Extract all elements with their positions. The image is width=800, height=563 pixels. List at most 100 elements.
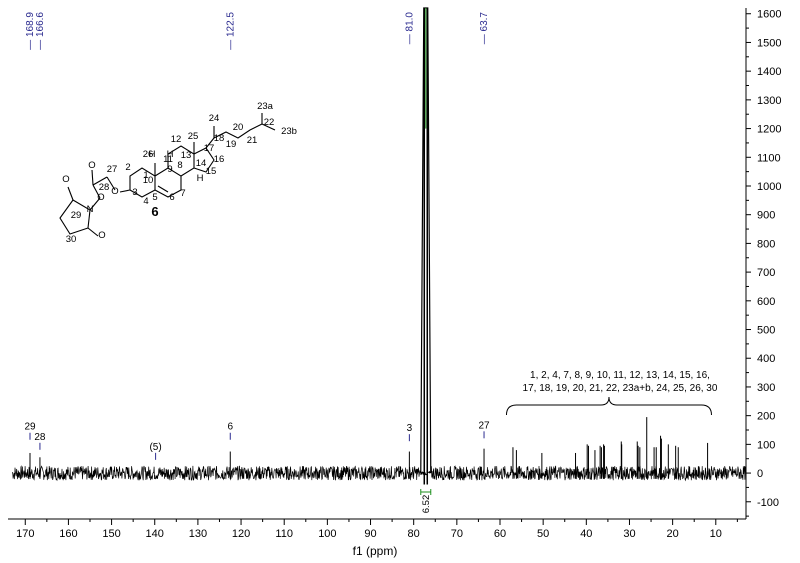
x-tick-label: 170 bbox=[16, 528, 34, 540]
structure-atom-label: 26 bbox=[143, 149, 154, 160]
structure-atom-label: 16 bbox=[214, 154, 225, 165]
peaks bbox=[29, 417, 709, 479]
carbonyl-30 bbox=[87, 227, 99, 237]
structure-atom-label: 10 bbox=[143, 175, 154, 186]
peak-value-label: — 81.0 bbox=[404, 12, 415, 45]
peak-value-label: — 122.5 bbox=[225, 12, 236, 50]
structure-atom-label: 14 bbox=[196, 158, 207, 169]
y-tick-label: 100 bbox=[757, 439, 775, 451]
y-tick-label: 1400 bbox=[757, 66, 781, 78]
assignment-label: 28 bbox=[34, 432, 46, 443]
assignment-bracket bbox=[505, 396, 712, 416]
integral-label: 6.52 bbox=[421, 495, 432, 514]
structure-atom-label: 5 bbox=[152, 192, 157, 203]
structure-atom-label: 11 bbox=[163, 154, 173, 165]
x-tick-label: 110 bbox=[275, 528, 293, 540]
x-tick-label: 150 bbox=[102, 528, 120, 540]
y-ticks: -100 0 100 200 300 400 500 600 700 800 900 1000 1100… bbox=[746, 9, 781, 517]
o-c28-bond bbox=[92, 184, 101, 199]
x-tick-label: 30 bbox=[623, 528, 635, 540]
x-tick-label: 90 bbox=[364, 528, 376, 540]
solvent-peak bbox=[420, 7, 432, 485]
structure-atom-label: H bbox=[167, 149, 174, 160]
structure-atom-label: 8 bbox=[177, 160, 182, 171]
y-tick-label: -100 bbox=[757, 497, 779, 509]
structure-atom-label: 4 bbox=[143, 196, 148, 207]
y-tick-label: 1100 bbox=[757, 152, 781, 164]
x-tick-label: 10 bbox=[710, 528, 722, 540]
structure-atom-label: 6 bbox=[169, 192, 174, 203]
x-tick-label: 70 bbox=[451, 528, 463, 540]
peak-value-label: — 166.6 bbox=[35, 12, 46, 50]
y-tick-label: 1000 bbox=[757, 181, 781, 193]
structure-atom-label: O bbox=[97, 192, 104, 203]
structure-atom-label: 12 bbox=[171, 134, 182, 145]
y-tick-label: 900 bbox=[757, 210, 775, 222]
x-tick-label: 120 bbox=[232, 528, 250, 540]
y-tick-label: 600 bbox=[757, 296, 775, 308]
axes bbox=[8, 8, 747, 520]
x-tick-label: 140 bbox=[146, 528, 164, 540]
y-tick-label: 500 bbox=[757, 325, 775, 337]
x-tick-label: 80 bbox=[408, 528, 420, 540]
assignment-label: 27 bbox=[478, 420, 490, 431]
structure-atom-label: 17 bbox=[204, 143, 215, 154]
c27-o bbox=[106, 176, 116, 191]
x-tick-label: 130 bbox=[189, 528, 207, 540]
succinimide-ring bbox=[59, 199, 91, 235]
x-tick-label: 100 bbox=[318, 528, 336, 540]
structure-atom-label: 21 bbox=[247, 135, 258, 146]
c28-c27 bbox=[92, 176, 108, 186]
structure-atom-label: 7 bbox=[180, 188, 185, 199]
structure-atom-label: 3 bbox=[132, 187, 137, 198]
n-o-bond bbox=[89, 197, 101, 211]
y-tick-label: 700 bbox=[757, 267, 775, 279]
structure-atom-label: 9 bbox=[167, 164, 172, 175]
group-note-line2: 17, 18, 19, 20, 21, 22, 23a+b, 24, 25, 2… bbox=[523, 383, 718, 394]
structure-atom-label: N bbox=[87, 204, 94, 215]
assignment-label: 29 bbox=[24, 422, 36, 433]
structure-atom-label: O bbox=[111, 186, 118, 197]
structure-atom-label: 29 bbox=[71, 210, 82, 221]
c28-o-double bbox=[91, 169, 94, 186]
structure-atom-label: 28 bbox=[99, 182, 110, 193]
y-tick-label: 1600 bbox=[757, 9, 781, 21]
structure-atom-label: 1 bbox=[143, 170, 148, 181]
chemical-structure-6 bbox=[59, 113, 276, 237]
assignment-label: (5) bbox=[149, 442, 161, 453]
structure-atom-label: H bbox=[197, 173, 204, 184]
y-tick-label: 1500 bbox=[757, 37, 781, 49]
structure-atom-label: 18 bbox=[214, 133, 225, 144]
x-tick-label: 50 bbox=[537, 528, 549, 540]
structure-atom-label: 19 bbox=[226, 139, 237, 150]
carbonyl-29 bbox=[67, 186, 74, 201]
structure-atom-label: 22 bbox=[264, 117, 275, 128]
y-tick-label: 800 bbox=[757, 238, 775, 250]
assignment-label: 6 bbox=[227, 422, 233, 433]
structure-atom-label: O bbox=[62, 174, 69, 185]
spectrum-trace bbox=[11, 465, 746, 482]
y-tick-label: 1300 bbox=[757, 95, 781, 107]
y-tick-label: 300 bbox=[757, 382, 775, 394]
group-bracket bbox=[505, 396, 712, 416]
integral-marker: 6.52 bbox=[420, 489, 432, 514]
y-tick-label: 0 bbox=[757, 468, 763, 480]
structure-atom-label: 24 bbox=[209, 113, 220, 124]
structure-atom-label: 20 bbox=[233, 122, 244, 133]
assignment-label: 3 bbox=[407, 423, 413, 434]
x-tick-label: 160 bbox=[59, 528, 77, 540]
y-tick-label: 400 bbox=[757, 353, 775, 365]
x-tick-label: 60 bbox=[494, 528, 506, 540]
structure-atom-label: 15 bbox=[206, 166, 217, 177]
structure-atom-label: 13 bbox=[181, 150, 192, 161]
x-tick-label: 20 bbox=[667, 528, 679, 540]
structure-atom-label: O bbox=[98, 230, 105, 241]
structure-atom-label: 30 bbox=[66, 234, 77, 245]
y-tick-label: 1200 bbox=[757, 124, 781, 136]
structure-atom-label: 23b bbox=[281, 126, 297, 137]
o-c3 bbox=[119, 189, 131, 193]
structure-atom-label: 27 bbox=[107, 164, 118, 175]
y-tick-label: 200 bbox=[757, 411, 775, 423]
c5-c6-double bbox=[157, 185, 169, 193]
